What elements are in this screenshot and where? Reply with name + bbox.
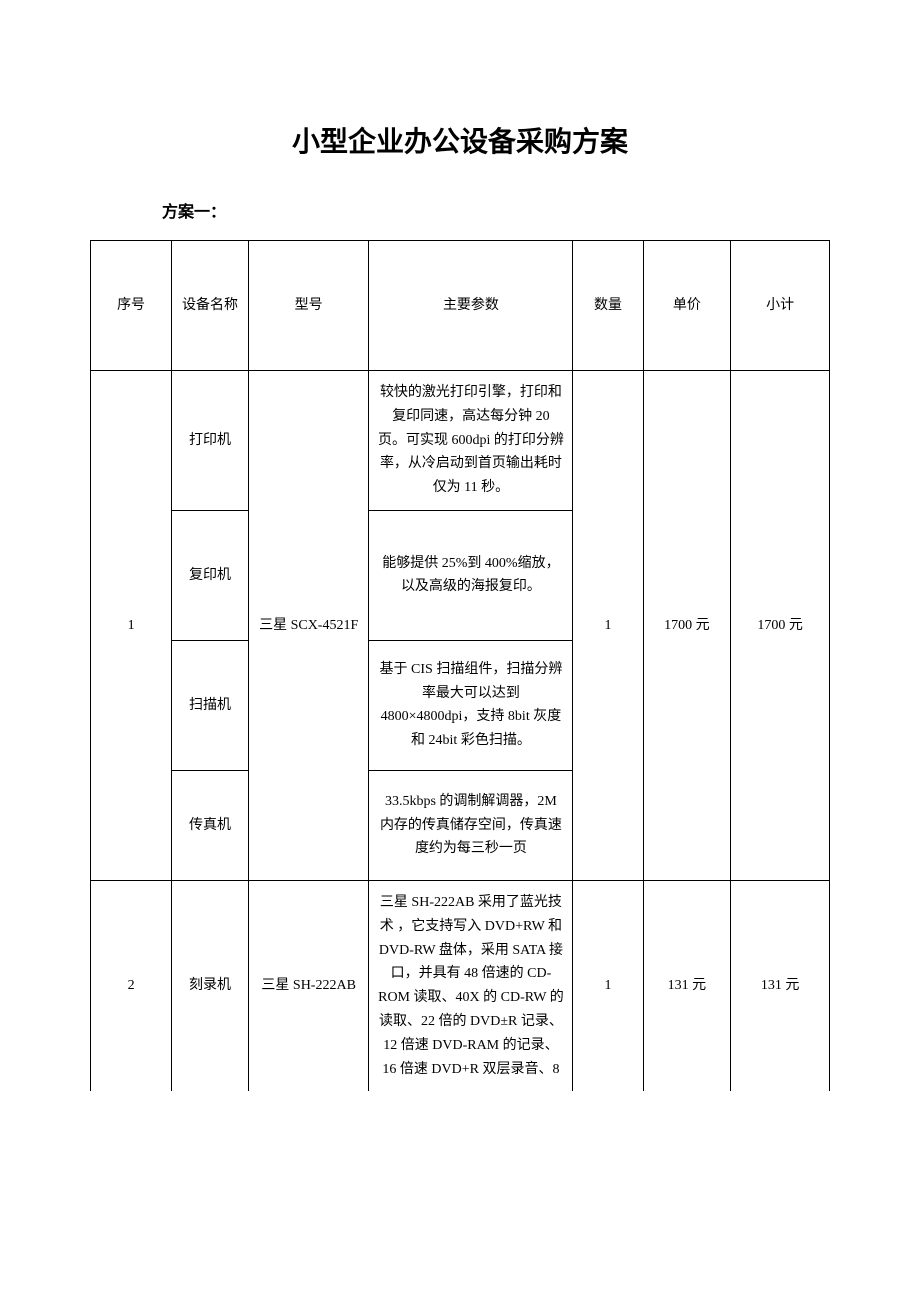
cell-device-name: 扫描机 — [172, 640, 249, 770]
cell-qty: 1 — [573, 371, 643, 881]
cell-device-name: 刻录机 — [172, 880, 249, 1091]
cell-device-name: 传真机 — [172, 770, 249, 880]
cell-price: 1700 元 — [643, 371, 731, 881]
cell-model: 三星 SH-222AB — [248, 880, 369, 1091]
cell-param: 三星 SH-222AB 采用了蓝光技术 ，它支持写入 DVD+RW 和 DVD-… — [369, 880, 573, 1091]
header-qty: 数量 — [573, 241, 643, 371]
plan-subtitle: 方案一： — [162, 198, 830, 222]
cell-param: 较快的激光打印引擎，打印和复印同速，高达每分钟 20 页。可实现 600dpi … — [369, 371, 573, 511]
table-header-row: 序号 设备名称 型号 主要参数 数量 单价 小计 — [91, 241, 830, 371]
cell-qty: 1 — [573, 880, 643, 1091]
header-seq: 序号 — [91, 241, 172, 371]
cell-param: 能够提供 25%到 400%缩放，以及高级的海报复印。 — [369, 510, 573, 640]
cell-subtotal: 1700 元 — [731, 371, 830, 881]
header-model: 型号 — [248, 241, 369, 371]
cell-device-name: 打印机 — [172, 371, 249, 511]
header-param: 主要参数 — [369, 241, 573, 371]
cell-param: 33.5kbps 的调制解调器，2M 内存的传真储存空间，传真速度约为每三秒一页 — [369, 770, 573, 880]
procurement-table: 序号 设备名称 型号 主要参数 数量 单价 小计 1 打印机 三星 SCX-45… — [90, 240, 830, 1091]
cell-device-name: 复印机 — [172, 510, 249, 640]
cell-seq: 1 — [91, 371, 172, 881]
header-name: 设备名称 — [172, 241, 249, 371]
cell-price: 131 元 — [643, 880, 731, 1091]
table-row: 1 打印机 三星 SCX-4521F 较快的激光打印引擎，打印和复印同速，高达每… — [91, 371, 830, 511]
cell-model: 三星 SCX-4521F — [248, 371, 369, 881]
page-title: 小型企业办公设备采购方案 — [90, 120, 830, 160]
table-row: 2 刻录机 三星 SH-222AB 三星 SH-222AB 采用了蓝光技术 ，它… — [91, 880, 830, 1091]
header-subtotal: 小计 — [731, 241, 830, 371]
cell-subtotal: 131 元 — [731, 880, 830, 1091]
cell-param: 基于 CIS 扫描组件，扫描分辨率最大可以达到 4800×4800dpi，支持 … — [369, 640, 573, 770]
cell-seq: 2 — [91, 880, 172, 1091]
header-price: 单价 — [643, 241, 731, 371]
